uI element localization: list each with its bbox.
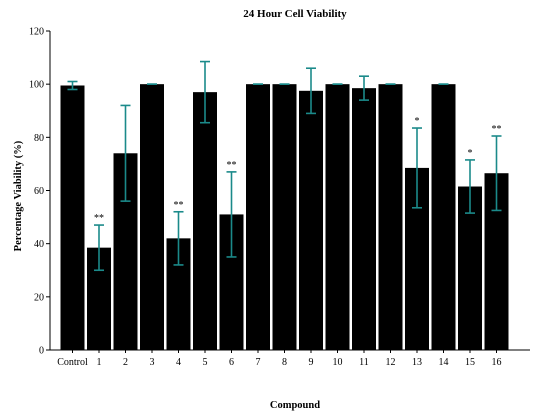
x-tick-label: 7 <box>256 357 261 368</box>
bar <box>299 90 323 350</box>
bar <box>325 84 350 351</box>
x-tick-label: 1 <box>97 357 102 368</box>
x-tick-label: 9 <box>309 357 314 368</box>
y-tick-label: 40 <box>34 239 44 250</box>
x-tick-label: 15 <box>465 357 475 368</box>
x-tick-label: 2 <box>123 357 128 368</box>
significance-label: ** <box>492 124 502 135</box>
x-tick-label: 6 <box>229 357 234 368</box>
x-tick-label: 5 <box>203 357 208 368</box>
bar <box>60 85 85 350</box>
x-tick-label: 11 <box>359 357 369 368</box>
bar <box>431 84 456 351</box>
x-tick-label: 4 <box>176 357 181 368</box>
bar <box>352 88 376 350</box>
bar <box>140 84 164 351</box>
x-tick-label: 12 <box>386 357 396 368</box>
y-tick-label: 120 <box>29 27 44 38</box>
bar <box>193 92 217 351</box>
y-tick-label: 0 <box>39 346 44 357</box>
significance-label: * <box>468 148 473 159</box>
x-tick-label: 13 <box>412 357 422 368</box>
x-tick-label: 14 <box>439 357 449 368</box>
y-axis-label: Percentage Viability (%) <box>13 140 24 251</box>
x-tick-label: Control <box>57 357 88 368</box>
significance-label: ** <box>227 160 237 171</box>
significance-label: ** <box>174 200 184 211</box>
y-tick-label: 80 <box>34 133 44 144</box>
y-tick-label: 60 <box>34 186 44 197</box>
x-tick-label: 3 <box>150 357 155 368</box>
bar <box>246 84 270 351</box>
significance-label: ** <box>94 213 104 224</box>
y-tick-label: 20 <box>34 292 44 303</box>
y-tick-label: 100 <box>29 80 44 91</box>
x-tick-label: 8 <box>282 357 287 368</box>
x-axis-label: Compound <box>270 400 320 411</box>
significance-label: * <box>415 116 420 127</box>
x-tick-label: 16 <box>492 357 502 368</box>
bar <box>272 84 297 351</box>
bar <box>378 84 403 351</box>
x-tick-label: 10 <box>333 357 343 368</box>
chart-title: 24 Hour Cell Viability <box>243 8 347 20</box>
